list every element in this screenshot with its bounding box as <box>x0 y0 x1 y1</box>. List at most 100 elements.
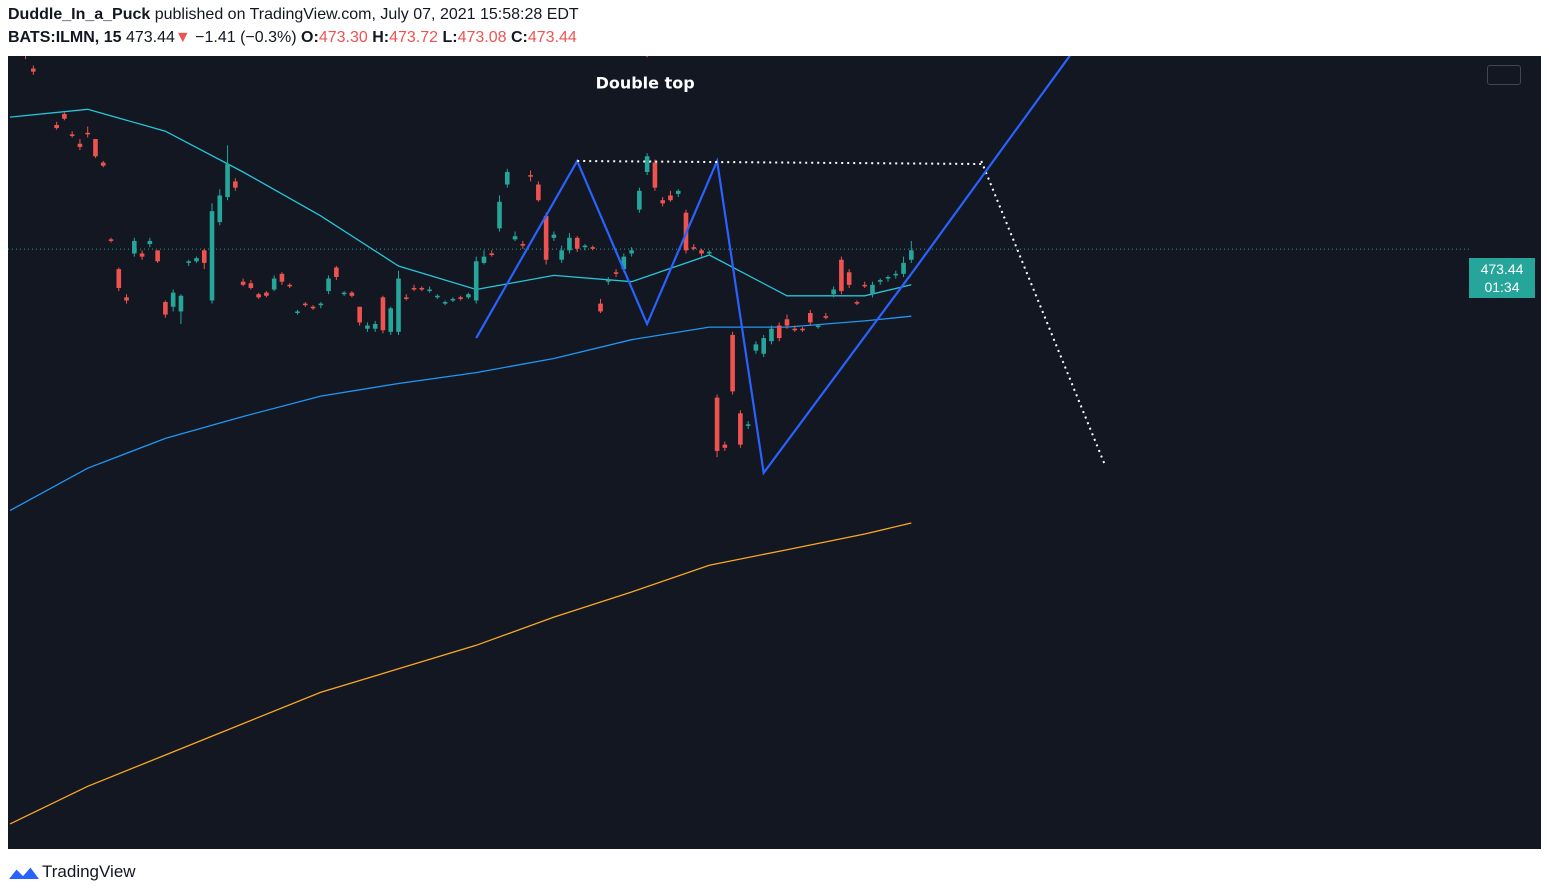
high-label: H: <box>372 29 390 46</box>
candle-body <box>862 284 867 287</box>
candle-body <box>699 250 704 254</box>
candle-body <box>567 237 572 251</box>
candle-body <box>388 308 394 332</box>
chart-pane[interactable]: Double top 473.44 01:34 <box>8 56 1541 849</box>
candle-body <box>279 273 285 282</box>
candle-body <box>225 164 230 198</box>
candle-body <box>675 190 681 194</box>
moving-average-2 <box>9 315 912 512</box>
down-arrow-icon: ▼ <box>174 29 191 46</box>
candle-body <box>334 267 339 277</box>
candle-body <box>435 295 440 298</box>
moving-average-3 <box>9 522 912 825</box>
candle-body <box>637 190 642 210</box>
candle-body <box>504 171 510 185</box>
double-top-label: Double top <box>596 73 695 92</box>
candle-body <box>209 211 215 301</box>
candle-body <box>85 132 90 135</box>
candle-body <box>489 253 495 256</box>
symbol-interval: BATS:ILMN, 15 <box>8 29 122 46</box>
candle-body <box>357 306 362 323</box>
candle-body <box>233 181 238 188</box>
candle-body <box>295 311 300 314</box>
down-arrow-marker-icon <box>645 56 649 58</box>
published-text: published on TradingView.com, July 07, 2… <box>150 6 579 23</box>
candle-body <box>372 323 378 329</box>
candle-body <box>31 68 36 72</box>
double-top-pattern-line <box>475 157 913 476</box>
candle-body <box>792 328 798 331</box>
candle-body <box>668 195 673 201</box>
candle-body <box>77 143 83 147</box>
tradingview-brand: TradingView <box>42 862 136 881</box>
candle-body <box>613 272 619 274</box>
tradingview-logo-icon <box>9 866 39 879</box>
candle-body <box>147 240 153 245</box>
candle-body <box>761 338 766 354</box>
candle-body <box>885 276 891 279</box>
candle-body <box>831 289 836 295</box>
footer-branding[interactable]: TradingView <box>8 860 136 884</box>
candle-body <box>543 215 549 260</box>
low-value: 473.08 <box>457 29 507 46</box>
candle-body <box>170 292 176 307</box>
candle-body <box>442 302 448 304</box>
candle-body <box>132 240 137 254</box>
candle-body <box>722 444 728 448</box>
candle-body <box>217 195 223 223</box>
candle-body <box>186 261 192 263</box>
candle-body <box>605 280 611 282</box>
chart-canvas[interactable]: Double top <box>8 56 1541 849</box>
candle-body <box>116 269 122 288</box>
price-tag-price: 473.44 <box>1480 261 1524 277</box>
candle-body <box>194 258 199 262</box>
candle-body <box>69 134 75 136</box>
candle-body <box>714 397 720 451</box>
candle-body <box>473 261 479 301</box>
candle-body <box>466 294 471 298</box>
candle-body <box>808 313 813 323</box>
candle-body <box>458 297 463 299</box>
candle-body <box>877 280 883 282</box>
candle-body <box>163 302 168 315</box>
candle-body <box>240 281 246 285</box>
candle-body <box>302 303 308 306</box>
candle-body <box>310 306 316 309</box>
last-price: 473.44 <box>125 29 175 46</box>
candle-body <box>598 303 603 312</box>
candle-body <box>652 162 658 188</box>
candle-body <box>93 139 98 157</box>
candle-body <box>621 256 627 270</box>
candle-body <box>318 303 324 306</box>
price-tag: 473.44 01:34 <box>1469 258 1535 298</box>
candle-body <box>264 292 269 296</box>
candle-body <box>520 244 526 246</box>
candle-body <box>427 289 432 292</box>
candle-body <box>800 328 805 331</box>
open-value: 473.30 <box>318 29 368 46</box>
open-label: O: <box>301 29 319 46</box>
candle-body <box>108 239 114 241</box>
candle-body <box>769 328 774 342</box>
price-change: −1.41 (−0.3%) <box>195 29 297 46</box>
candle-body <box>582 245 588 248</box>
candle-body <box>559 250 564 260</box>
candle-body <box>271 278 277 290</box>
candle-body <box>497 201 502 229</box>
candle-body <box>707 251 712 254</box>
candle-body <box>660 200 665 204</box>
candle-body <box>155 250 160 262</box>
candle-body <box>139 253 145 257</box>
candle-body <box>349 292 355 296</box>
candle-body <box>54 124 59 129</box>
author-name: Duddle_In_a_Puck <box>8 6 151 23</box>
publication-info: Duddle_In_a_Puck published on TradingVie… <box>8 6 579 24</box>
candle-body <box>248 283 254 288</box>
close-label: C: <box>510 29 528 46</box>
candle-body <box>745 424 751 426</box>
chart-toggle-button[interactable] <box>1487 65 1521 85</box>
candle-body <box>846 272 852 285</box>
candle-body <box>776 325 782 339</box>
candle-body <box>124 297 129 301</box>
candle-body <box>62 113 67 119</box>
